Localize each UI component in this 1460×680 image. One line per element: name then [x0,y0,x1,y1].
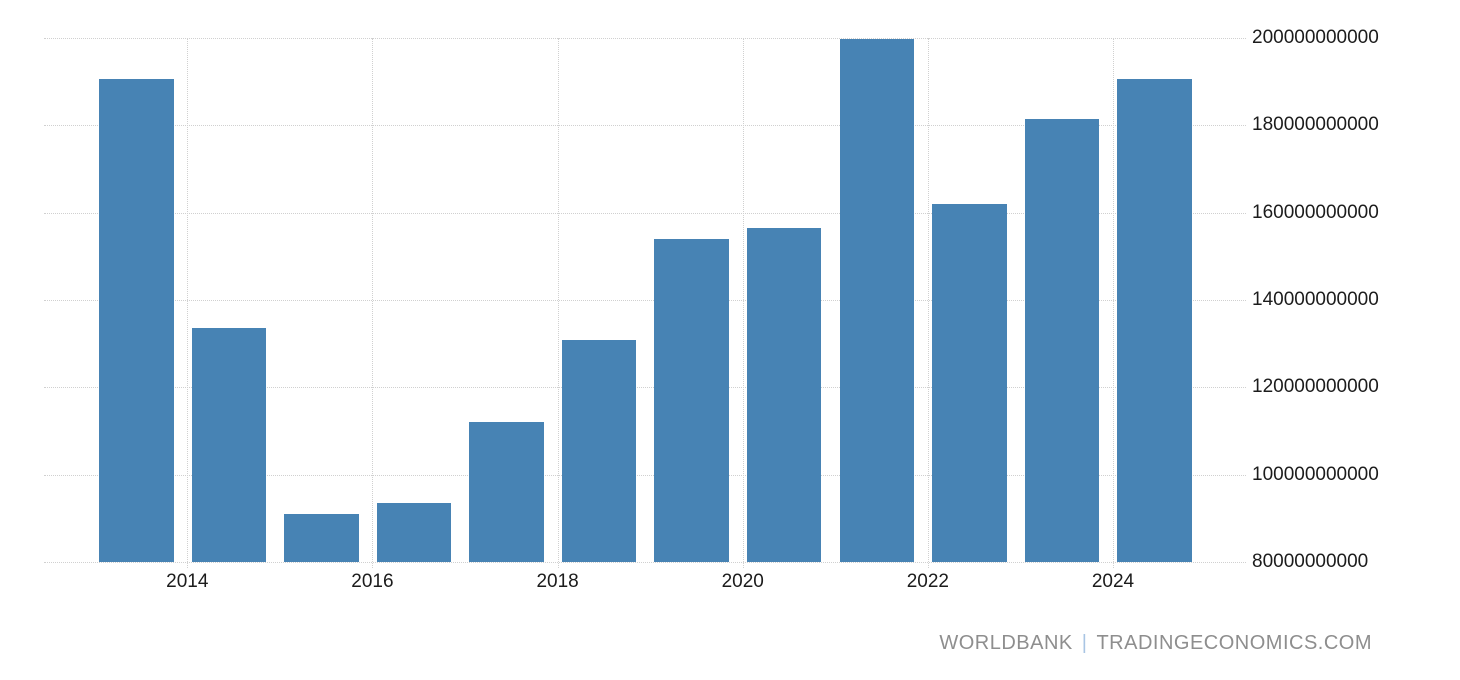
bar-2023[interactable] [1024,118,1100,562]
bar-2014[interactable] [191,328,267,562]
y-axis-tick-label: 160000000000 [1252,201,1379,223]
gridline-y-160000000000 [44,212,1246,214]
bar-2017[interactable] [469,421,544,562]
gridline-y-140000000000 [44,300,1246,301]
x-axis-tick-label: 2016 [351,571,394,592]
gridline-x-2022 [927,38,929,568]
y-axis-tick-label: 80000000000 [1252,551,1369,572]
gridline-y-180000000000 [44,125,1246,127]
y-axis-tick-label: 120000000000 [1252,376,1379,398]
bar-2015[interactable] [284,513,359,562]
bar-2020[interactable] [746,227,822,562]
watermark-site-label: TRADINGECONOMICS.COM [1096,632,1372,654]
watermark-separator: | [1081,632,1088,654]
x-axis-tick-label: 2014 [166,571,209,592]
x-axis-tick-label: 2024 [1091,571,1135,592]
gridline-y-200000000000 [44,38,1246,39]
x-axis-tick-label: 2018 [536,571,579,592]
bar-2019[interactable] [654,239,729,562]
gridline-y-120000000000 [44,387,1246,389]
gridline-x-2014 [187,38,189,568]
gridline-x-2020 [742,38,744,568]
gridline-y-100000000000 [44,474,1246,476]
x-axis-tick-label: 2020 [721,571,764,592]
bar-2018[interactable] [561,339,637,562]
gridline-x-2024 [1113,38,1114,568]
bar-2022[interactable] [932,203,1007,562]
y-axis-tick-label: 180000000000 [1252,114,1379,136]
gridline-y-80000000000 [44,562,1246,563]
watermark-source-label: WORLDBANK [939,632,1073,654]
y-axis-tick-label: 140000000000 [1252,289,1379,310]
gridline-x-2018 [557,38,559,568]
watermark: WORLDBANK | TRADINGECONOMICS.COM [939,630,1372,656]
bar-2024[interactable] [1117,78,1192,562]
x-axis-tick-label: 2022 [906,571,949,592]
gridline-x-2016 [372,38,374,568]
bar-2016[interactable] [376,503,452,562]
bar-2021[interactable] [839,38,915,562]
y-axis-tick-label: 200000000000 [1252,27,1379,48]
bar-2013[interactable] [99,79,174,562]
y-axis-tick-label: 100000000000 [1252,463,1379,485]
